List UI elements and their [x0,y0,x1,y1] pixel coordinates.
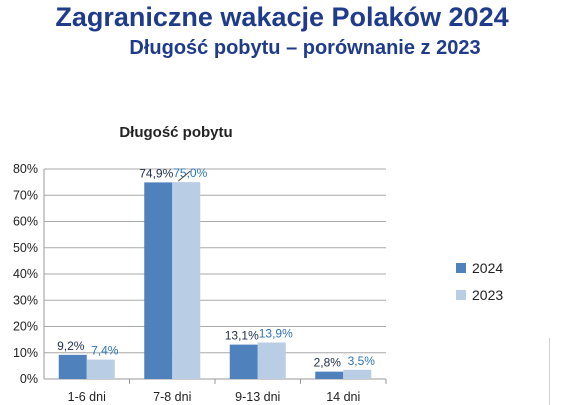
slide-subtitle: Długość pobytu – porównanie z 2023 [129,37,481,59]
y-tick-label: 10% [13,346,38,360]
y-tick-label: 30% [13,293,38,307]
x-tick-label: 7-8 dni [153,390,191,404]
slide-title: Zagraniczne wakacje Polaków 2024 [55,2,509,32]
data-label-2023: 3,5% [348,354,376,368]
y-tick-label: 20% [13,320,38,334]
chart-title: Długość pobytu [119,124,233,141]
bar-2023 [257,342,286,379]
bar-2023 [172,182,201,379]
bar-2024 [58,354,87,379]
data-label-2023: 13,9% [259,327,293,341]
chart-legend: 2024 2023 [456,254,503,308]
legend-label-2024: 2024 [472,259,504,276]
y-tick-label: 70% [13,188,38,202]
data-label-2023: 7,4% [91,344,119,358]
legend-label-2023: 2023 [472,286,504,303]
y-tick-label: 80% [13,162,38,176]
bar-2024 [229,344,258,379]
data-label-2024: 74,9% [139,166,173,180]
bar-2024 [315,371,344,379]
bar-2024 [144,182,173,379]
bar-2023 [343,369,372,379]
legend-item-2023: 2023 [456,281,503,308]
data-label-2024: 13,1% [225,329,259,343]
y-tick-label: 0% [20,372,38,386]
x-tick-label: 9-13 dni [235,390,280,404]
data-label-2024: 2,8% [314,356,342,370]
y-tick-label: 60% [13,215,38,229]
y-tick-label: 40% [13,267,38,281]
y-tick-label: 50% [13,241,38,255]
data-label-2023: 75,0% [173,166,207,180]
x-tick-label: 14 dni [326,390,360,404]
x-tick-label: 1-6 dni [68,390,106,404]
label-leader-line [177,170,191,182]
legend-item-2024: 2024 [456,254,503,281]
slide-edge-decoration [549,338,564,405]
legend-swatch-2023 [456,289,466,300]
bar-2023 [86,359,115,379]
legend-swatch-2024 [456,262,466,273]
data-label-2024: 9,2% [57,339,85,353]
